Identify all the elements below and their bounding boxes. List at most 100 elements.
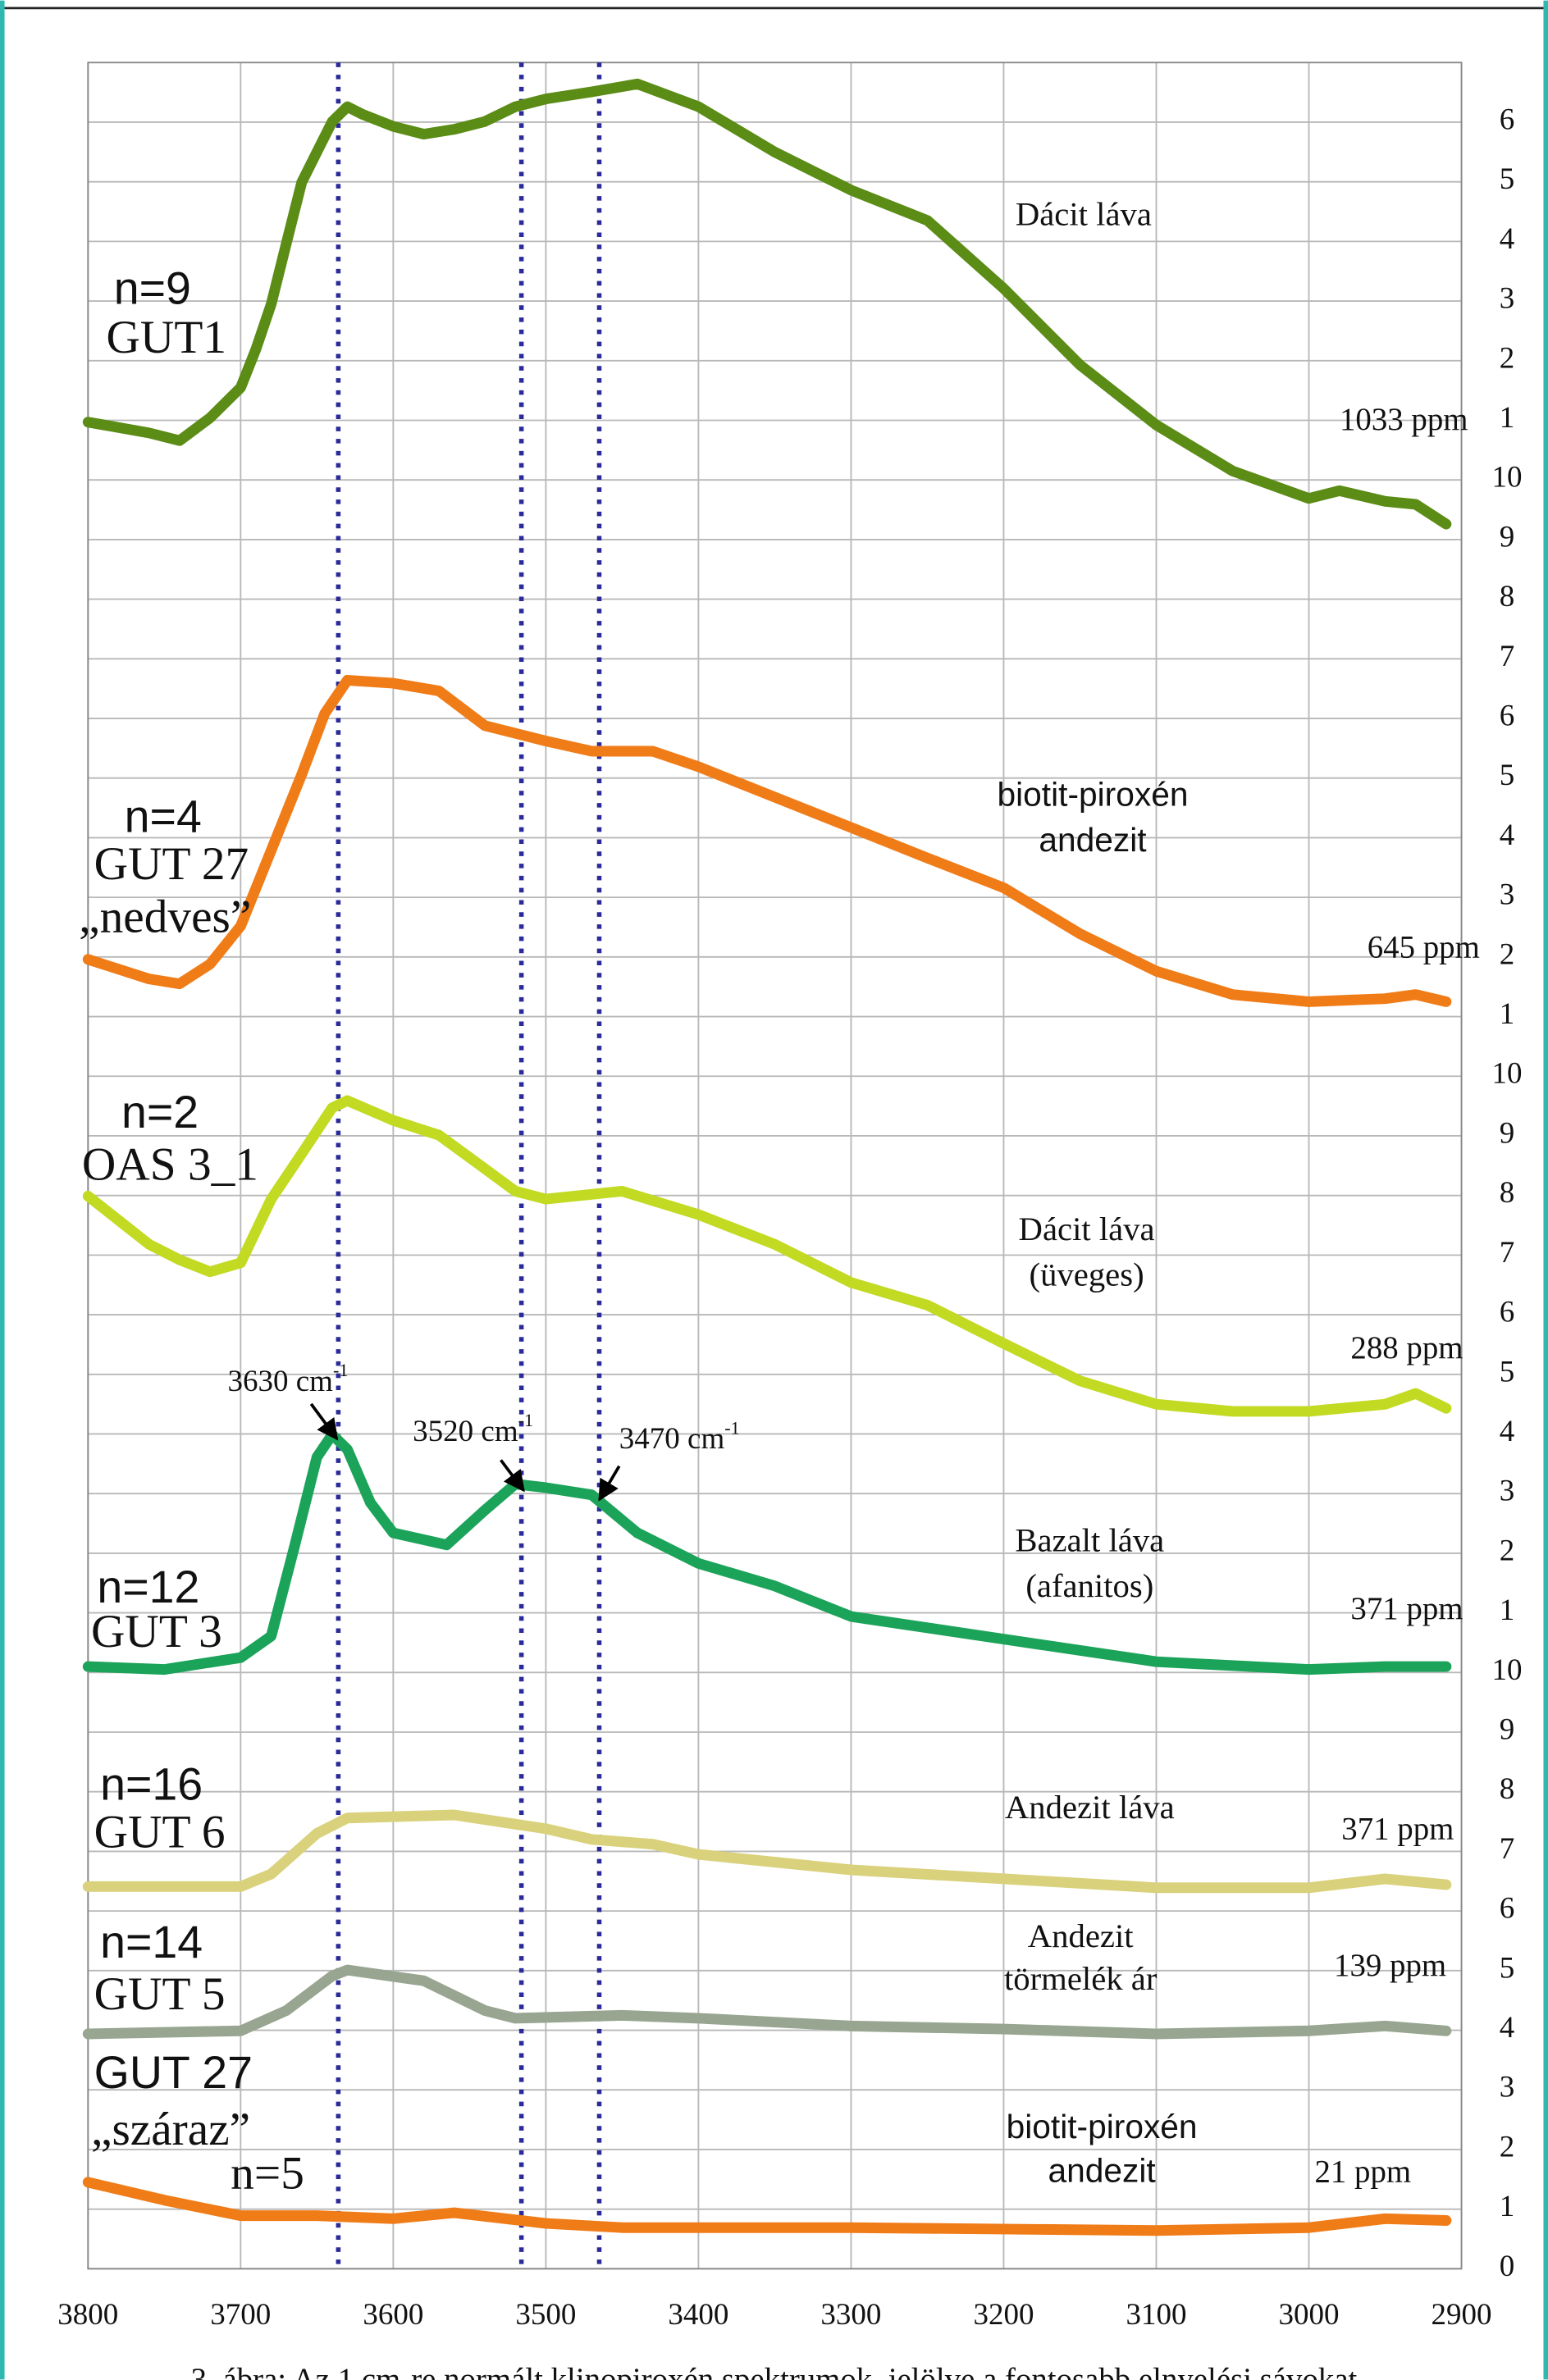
description-label: andezit	[1048, 2152, 1155, 2190]
y-tick-label: 5	[1500, 1355, 1515, 1388]
y-tick-label: 1	[1500, 997, 1515, 1031]
sample-label: „nedves”	[79, 891, 251, 943]
y-tick-label: 9	[1500, 520, 1515, 554]
peak-sup: -1	[333, 1360, 348, 1380]
y-tick-label: 6	[1500, 700, 1515, 733]
description-label: biotit-piroxén	[998, 776, 1189, 814]
x-tick-label: 3500	[515, 2298, 576, 2332]
peak-label: 3520 cm-1	[413, 1410, 533, 1448]
peak-arrow	[500, 1459, 525, 1493]
peak-label: 3470 cm-1	[619, 1417, 740, 1456]
x-tick-label: 3200	[973, 2298, 1034, 2332]
y-tick-label: 5	[1500, 1951, 1515, 1985]
y-tick-label: 4	[1500, 1415, 1515, 1448]
description-label: Dácit láva	[1019, 1211, 1155, 1247]
y-tick-label: 10	[1492, 1653, 1523, 1687]
description-label: Andezit láva	[1005, 1789, 1175, 1826]
peak-text: 3520 cm	[413, 1415, 518, 1448]
ppm-label: 371 ppm	[1341, 1811, 1454, 1846]
y-tick-label: 4	[1500, 2011, 1515, 2045]
description-label: Bazalt láva	[1015, 1521, 1164, 1558]
x-tick-label: 3700	[210, 2298, 271, 2332]
x-tick-label: 3000	[1279, 2298, 1340, 2332]
y-tick-label: 2	[1500, 1534, 1515, 1567]
y-tick-label: 9	[1500, 1712, 1515, 1746]
y-tick-label: 8	[1500, 1176, 1515, 1210]
sample-label: „száraz”	[91, 2104, 250, 2155]
ppm-label: 1033 ppm	[1340, 402, 1468, 437]
y-tick-label: 6	[1500, 103, 1515, 136]
peak-arrow	[309, 1402, 339, 1441]
y-tick-label: 1	[1500, 1594, 1515, 1627]
y-tick-label: 5	[1500, 162, 1515, 196]
sample-label: n=9	[114, 262, 191, 313]
ppm-label: 288 ppm	[1350, 1330, 1463, 1366]
peak-label: 3630 cm-1	[228, 1360, 349, 1398]
y-tick-label: 5	[1500, 759, 1515, 792]
ppm-label: 21 ppm	[1314, 2154, 1411, 2190]
y-tick-label: 4	[1500, 222, 1515, 256]
peak-sup: -1	[518, 1410, 533, 1430]
x-tick-label: 2900	[1432, 2298, 1492, 2332]
description-label: andezit	[1039, 821, 1146, 859]
description-label: (üveges)	[1030, 1256, 1144, 1293]
spectrum-line	[82, 1964, 1452, 2040]
y-tick-label: 6	[1500, 1892, 1515, 1926]
peak-sup: -1	[724, 1417, 739, 1438]
ppm-label: 645 ppm	[1368, 930, 1480, 965]
y-tick-label: 2	[1500, 341, 1515, 375]
spectrum-line	[82, 1809, 1452, 1894]
sample-label: n=16	[100, 1759, 203, 1810]
spectrum-line	[82, 78, 1452, 530]
sample-label: GUT 3	[91, 1606, 222, 1657]
sample-label: n=12	[97, 1562, 199, 1612]
description-label: Andezit	[1028, 1917, 1134, 1954]
y-tick-label: 8	[1500, 580, 1515, 613]
description-label: Dácit láva	[1016, 195, 1152, 232]
description-label: törmelék ár	[1004, 1960, 1158, 1997]
y-tick-label: 1	[1500, 2190, 1515, 2223]
y-tick-label: 8	[1500, 1772, 1515, 1806]
peak-arrow	[598, 1465, 621, 1502]
spectrum-line	[82, 2177, 1452, 2236]
sample-label: n=14	[100, 1917, 203, 1967]
description-label: biotit-piroxén	[1007, 2108, 1198, 2145]
sample-label: GUT1	[107, 312, 227, 363]
y-tick-label: 7	[1500, 640, 1515, 673]
y-tick-label: 3	[1500, 1475, 1515, 1508]
y-tick-label: 3	[1500, 878, 1515, 912]
sample-label: GUT 5	[94, 1968, 226, 2020]
y-tick-label: 9	[1500, 1116, 1515, 1150]
description-label: (afanitos)	[1025, 1567, 1153, 1604]
sample-label: n=5	[231, 2148, 304, 2200]
y-tick-label: 2	[1500, 937, 1515, 971]
y-tick-label: 4	[1500, 818, 1515, 852]
y-tick-label: 10	[1492, 1057, 1523, 1091]
sample-label: GUT 27	[94, 838, 249, 890]
y-tick-label: 6	[1500, 1296, 1515, 1329]
spectrum-line	[82, 674, 1452, 1007]
x-tick-label: 3400	[668, 2298, 728, 2332]
sample-label: n=4	[125, 791, 202, 841]
ppm-label: 139 ppm	[1334, 1948, 1446, 1983]
y-tick-label: 10	[1492, 461, 1523, 495]
ppm-label: 371 ppm	[1350, 1591, 1463, 1626]
y-tick-label: 1	[1500, 401, 1515, 435]
spectrum-line	[82, 1429, 1452, 1676]
sample-label: GUT 6	[94, 1806, 226, 1858]
plot-frame	[87, 62, 1463, 2270]
x-tick-label: 3100	[1126, 2298, 1186, 2332]
x-tick-label: 3300	[820, 2298, 881, 2332]
y-tick-label: 7	[1500, 1236, 1515, 1270]
y-tick-label: 3	[1500, 2071, 1515, 2104]
sample-label: n=2	[121, 1087, 199, 1138]
spectrum-line	[82, 1095, 1452, 1417]
x-tick-label: 3600	[363, 2298, 423, 2332]
y-tick-label: 3	[1500, 282, 1515, 316]
sample-label: OAS 3_1	[82, 1138, 258, 1190]
peak-text: 3630 cm	[228, 1365, 334, 1398]
y-tick-label: 2	[1500, 2130, 1515, 2163]
x-tick-label: 3800	[57, 2298, 118, 2332]
peak-text: 3470 cm	[619, 1423, 725, 1457]
